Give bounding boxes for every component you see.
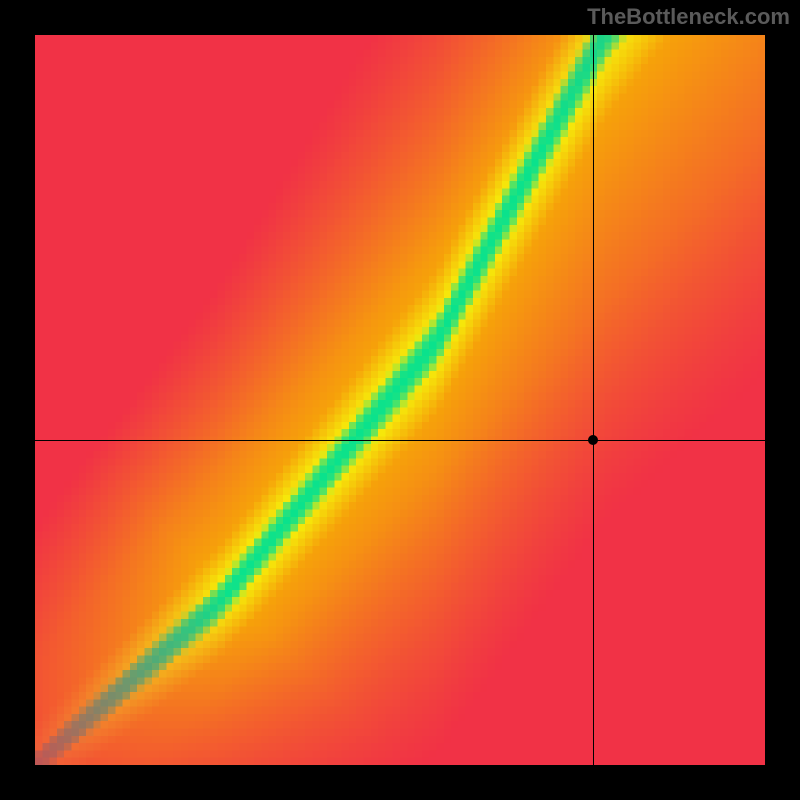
crosshair-horizontal	[35, 440, 765, 441]
crosshair-vertical	[593, 35, 594, 765]
watermark-text: TheBottleneck.com	[587, 4, 790, 30]
chart-container: { "watermark": { "text": "TheBottleneck.…	[0, 0, 800, 800]
bottleneck-heatmap	[35, 35, 765, 765]
